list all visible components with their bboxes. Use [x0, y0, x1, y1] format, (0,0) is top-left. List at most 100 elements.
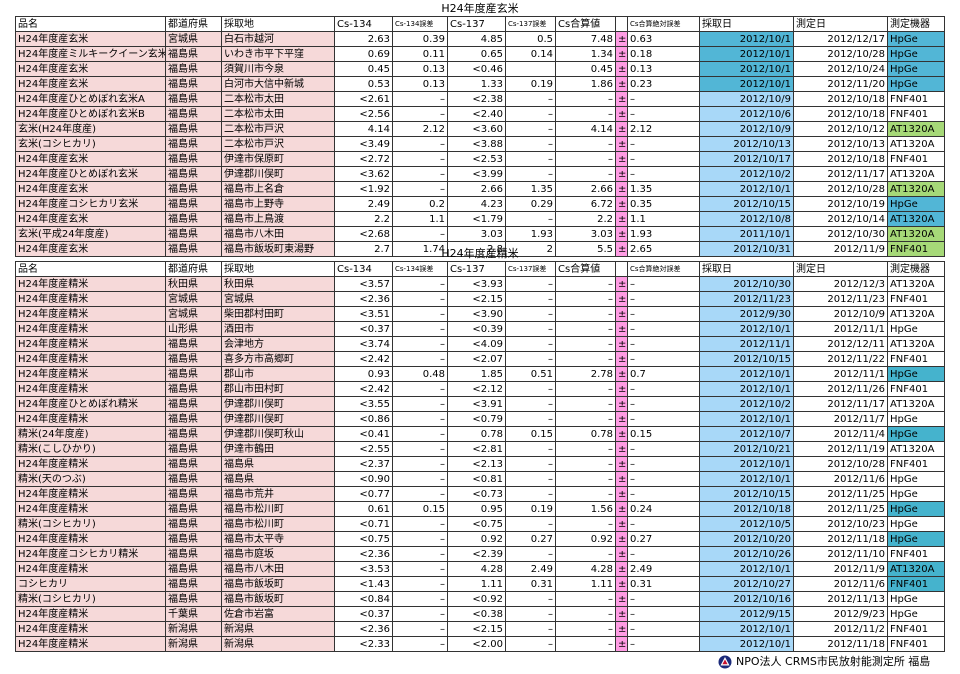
- table-cell: H24年度産精米: [15, 621, 166, 637]
- table-cell: 0.45: [555, 61, 616, 77]
- table-cell: <0.37: [334, 321, 393, 337]
- table-cell: H24年度産コシヒカリ精米: [15, 546, 166, 562]
- table1-title: H24年度産玄米: [441, 2, 519, 15]
- table-cell: <3.55: [334, 396, 393, 412]
- table-cell: 0.15: [392, 501, 448, 517]
- table-cell: HpGe: [887, 471, 945, 487]
- table-cell: <2.68: [334, 226, 393, 242]
- table-cell: 2012/10/12: [793, 121, 888, 137]
- table-row: H24年度産ひとめぼれ精米 福島県 伊達郡川俣町 <3.55– <3.91– – ± –201…: [15, 396, 945, 412]
- table-cell: 7.48: [555, 31, 616, 47]
- table-cell: H24年度産精米: [15, 486, 166, 502]
- table-cell: FNF401: [887, 546, 945, 562]
- table-cell: –: [555, 516, 616, 532]
- table-row: H24年度産精米 福島県 伊達郡川俣町 <0.86– <0.79– – ± –2012/10/…: [15, 411, 945, 427]
- table-cell: 2012/10/30: [793, 226, 888, 242]
- table-cell: 0.61: [334, 501, 393, 517]
- table-cell: ±: [615, 366, 628, 382]
- column-header: [615, 16, 628, 32]
- table-cell: 3.03: [447, 226, 506, 242]
- table-cell: 玄米(平成24年度産): [15, 226, 166, 242]
- table-cell: –: [627, 621, 700, 637]
- table-cell: H24年度産玄米: [15, 151, 166, 167]
- table-cell: AT1320A: [887, 276, 945, 292]
- table-cell: –: [505, 291, 556, 307]
- table-cell: 白石市越河: [221, 31, 335, 47]
- table-cell: ±: [615, 351, 628, 367]
- table-cell: ±: [615, 411, 628, 427]
- table-cell: 福島県: [165, 196, 222, 212]
- table-cell: <2.81: [447, 441, 506, 457]
- table-cell: –: [555, 306, 616, 322]
- table-cell: –: [505, 306, 556, 322]
- table-cell: 0.13: [392, 76, 448, 92]
- table-cell: 福島県: [165, 396, 222, 412]
- table-cell: 2012/11/10: [793, 546, 888, 562]
- table-cell: 0.7: [627, 366, 700, 382]
- table-row: コシヒカリ 福島県 福島市飯坂町 <1.43–1.11 0.31 1.11 ±0.31 201…: [15, 576, 945, 592]
- table-cell: 2012/10/1: [699, 621, 794, 637]
- header-row: 品名 都道府県 採取地 Cs-134 Cs-134誤差 Cs-137 Cs-137誤差 Cs合…: [15, 261, 945, 277]
- table-cell: 福島県: [165, 486, 222, 502]
- table-cell: 0.27: [505, 531, 556, 547]
- table-cell: 2012/10/1: [699, 471, 794, 487]
- table-cell: 2012/11/23: [793, 291, 888, 307]
- table-cell: ±: [615, 441, 628, 457]
- table-cell: 2012/10/5: [699, 516, 794, 532]
- table-cell: H24年度産精米: [15, 381, 166, 397]
- table-cell: 2.49: [627, 561, 700, 577]
- table-cell: 2012/10/30: [699, 276, 794, 292]
- table-cell: 3.03: [555, 226, 616, 242]
- table-cell: <3.99: [447, 166, 506, 182]
- table-cell: HpGe: [887, 366, 945, 382]
- table-cell: 2.8: [447, 241, 506, 257]
- table-cell: FNF401: [887, 291, 945, 307]
- table-cell: 6.72: [555, 196, 616, 212]
- table-cell: 玄米(H24年度産): [15, 121, 166, 137]
- table-cell: 2012/10/27: [699, 576, 794, 592]
- table-cell: –: [392, 106, 448, 122]
- table-cell: AT1320A: [887, 306, 945, 322]
- table-cell: <0.38: [447, 606, 506, 622]
- table-cell: H24年度産精米: [15, 636, 166, 652]
- table-cell: –: [392, 426, 448, 442]
- table-cell: 0.24: [627, 501, 700, 517]
- table-cell: 1.33: [447, 76, 506, 92]
- table-cell: –: [505, 321, 556, 337]
- table-cell: 新潟県: [165, 621, 222, 637]
- table-cell: ±: [615, 591, 628, 607]
- table-cell: 1.34: [555, 46, 616, 62]
- table-cell: <2.42: [334, 381, 393, 397]
- table-cell: 福島県: [165, 501, 222, 517]
- column-header: 採取日: [699, 261, 794, 277]
- table-cell: 2012/10/13: [793, 136, 888, 152]
- table-cell: H24年度産精米: [15, 276, 166, 292]
- table-cell: 0.31: [627, 576, 700, 592]
- table-cell: 2012/11/17: [793, 396, 888, 412]
- table-cell: –: [555, 166, 616, 182]
- table-cell: <2.61: [334, 91, 393, 107]
- table-cell: –: [392, 636, 448, 652]
- table-cell: 1.11: [447, 576, 506, 592]
- table-row: H24年度産精米 福島県 喜多方市高郷町 <2.42– <2.07– – ± –2012/10…: [15, 351, 945, 367]
- table-cell: 0.95: [447, 501, 506, 517]
- table-cell: –: [505, 591, 556, 607]
- table-row: H24年度産精米 福島県 福島県 <2.37– <2.13– – ± –2012/10/1 20…: [15, 456, 945, 472]
- table-cell: –: [392, 276, 448, 292]
- table-cell: –: [627, 456, 700, 472]
- table-cell: 二本松市太田: [221, 91, 335, 107]
- table-cell: <3.57: [334, 276, 393, 292]
- table-cell: –: [505, 486, 556, 502]
- table-cell: ±: [615, 546, 628, 562]
- table-cell: –: [627, 106, 700, 122]
- column-header: Cs合算値: [555, 261, 616, 277]
- table-cell: 福島市八木田: [221, 561, 335, 577]
- table-cell: <2.15: [447, 621, 506, 637]
- table-cell: 玄米(コシヒカリ): [15, 136, 166, 152]
- table-cell: 0.69: [334, 46, 393, 62]
- table-cell: –: [505, 381, 556, 397]
- table-cell: –: [627, 321, 700, 337]
- table-cell: –: [627, 136, 700, 152]
- column-header: 品名: [15, 261, 166, 277]
- table-cell: ±: [615, 336, 628, 352]
